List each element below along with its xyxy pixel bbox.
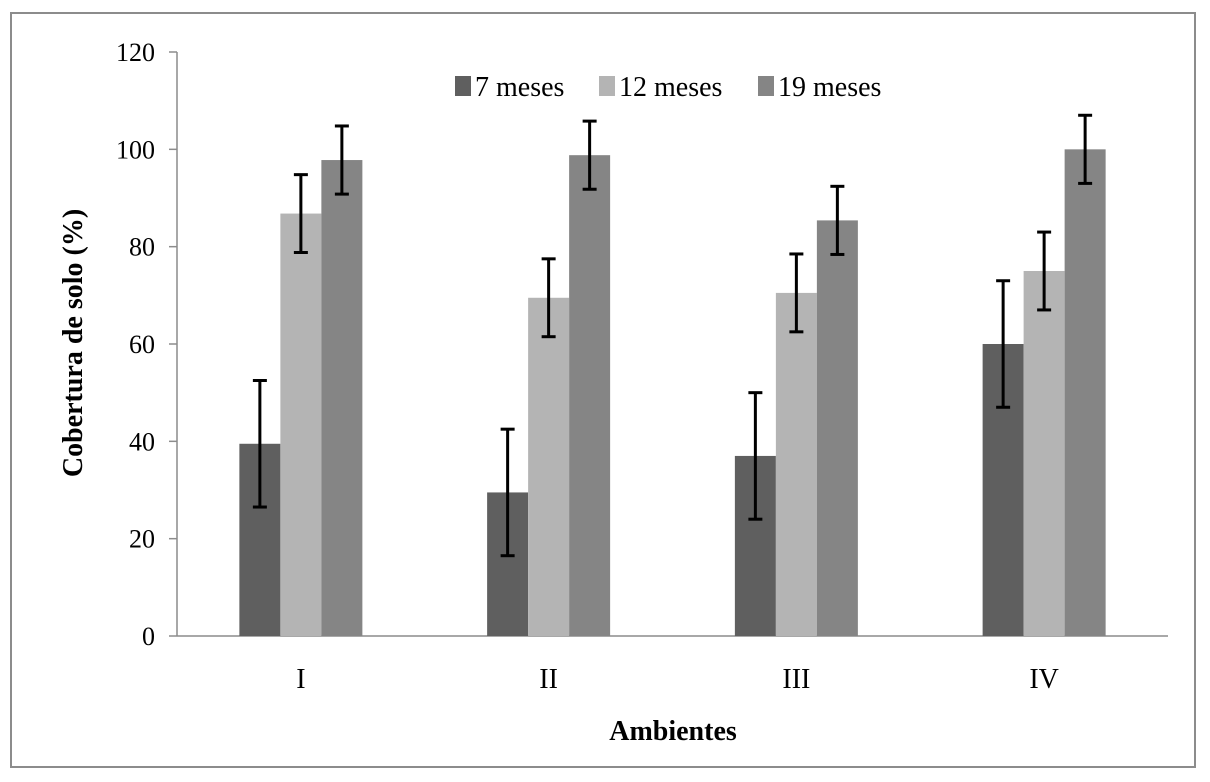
legend-label: 7 meses bbox=[475, 72, 564, 103]
error-bar bbox=[252, 379, 267, 509]
y-tick-label: 0 bbox=[142, 622, 155, 651]
error-bar bbox=[789, 252, 804, 334]
x-category-label: IV bbox=[1029, 664, 1059, 695]
bar bbox=[569, 155, 611, 636]
legend-item: 12 meses bbox=[599, 72, 722, 103]
x-category-label: II bbox=[539, 664, 558, 695]
bar bbox=[528, 297, 570, 636]
y-tick-label: 40 bbox=[129, 427, 155, 456]
legend-item: 7 meses bbox=[455, 72, 564, 103]
bar bbox=[321, 160, 363, 637]
y-tick-label: 80 bbox=[129, 233, 155, 262]
error-bar bbox=[334, 124, 349, 196]
legend-label: 19 meses bbox=[778, 72, 881, 103]
bars-group bbox=[239, 113, 1106, 637]
legend-swatch bbox=[455, 76, 471, 96]
bar bbox=[280, 213, 322, 636]
bar bbox=[816, 220, 858, 637]
legend-swatch bbox=[599, 76, 615, 96]
legend: 7 meses 12 meses 19 meses bbox=[455, 72, 881, 103]
bar bbox=[775, 292, 817, 636]
error-bar bbox=[500, 427, 515, 558]
error-bar bbox=[748, 391, 763, 521]
error-bar bbox=[1037, 230, 1052, 312]
y-tick-label: 100 bbox=[116, 135, 155, 164]
x-axis-title: Ambientes bbox=[609, 716, 737, 747]
error-bar bbox=[293, 173, 308, 255]
error-bar bbox=[541, 257, 556, 339]
legend-swatch bbox=[758, 76, 774, 96]
legend-item: 19 meses bbox=[758, 72, 881, 103]
error-bar bbox=[1078, 113, 1093, 185]
error-bar bbox=[996, 279, 1011, 409]
bar bbox=[1023, 271, 1065, 636]
x-category-label: I bbox=[296, 664, 305, 695]
y-axis: 0 20 40 60 80 100 120 bbox=[116, 38, 178, 651]
bar bbox=[1064, 149, 1106, 637]
y-tick-label: 20 bbox=[129, 525, 155, 554]
y-tick-label: 120 bbox=[116, 38, 155, 67]
legend-label: 12 meses bbox=[619, 72, 722, 103]
x-category-label: III bbox=[782, 664, 810, 695]
error-bar bbox=[582, 119, 597, 191]
x-axis: I II III IV bbox=[177, 635, 1168, 695]
y-axis-title: Cobertura de solo (%) bbox=[58, 209, 89, 477]
error-bar bbox=[830, 184, 845, 256]
y-tick-label: 60 bbox=[129, 330, 155, 359]
